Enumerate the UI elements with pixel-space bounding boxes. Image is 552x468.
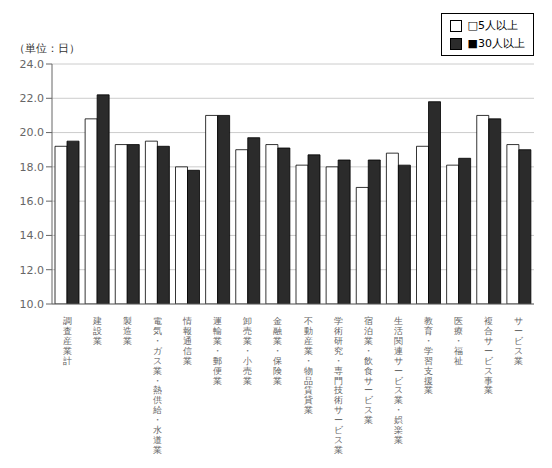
- svg-text:学術研究・専門技術サービス業: 学術研究・専門技術サービス業: [333, 316, 344, 455]
- svg-text:12.0: 12.0: [20, 264, 45, 277]
- svg-text:18.0: 18.0: [20, 161, 45, 174]
- html-text:□5人以上: □5人以上: [467, 19, 518, 32]
- svg-text:不動産業・物品賃貸業: 不動産業・物品賃貸業: [304, 316, 313, 415]
- svg-text:24.0: 24.0: [20, 58, 45, 71]
- svg-text:サービス業: サービス業: [514, 316, 524, 366]
- svg-text:教育・学習支援業: 教育・学習支援業: [424, 316, 433, 395]
- svg-text:電気・ガス業・熱供給・水道業: 電気・ガス業・熱供給・水道業: [152, 316, 163, 455]
- svg-text:医療・福祉: 医療・福祉: [454, 316, 463, 366]
- svg-text:10.0: 10.0: [20, 298, 45, 311]
- svg-text:調査産業計: 調査産業計: [63, 316, 72, 366]
- svg-text:宿泊業・飲食サービス業: 宿泊業・飲食サービス業: [364, 316, 374, 425]
- svg-text:製造業: 製造業: [123, 316, 132, 346]
- html-text:（単位：日）: （単位：日）: [14, 42, 80, 55]
- html-text:■30人以上: ■30人以上: [467, 37, 525, 50]
- svg-text:生活関連サービス業・娯楽業: 生活関連サービス業・娯楽業: [394, 316, 404, 445]
- svg-text:複合サービス事業: 複合サービス事業: [484, 316, 494, 395]
- svg-text:卸売業・小売業: 卸売業・小売業: [243, 316, 252, 385]
- svg-text:建設業: 建設業: [92, 316, 102, 346]
- svg-text:22.0: 22.0: [20, 92, 45, 105]
- svg-text:金融業・保険業: 金融業・保険業: [273, 316, 282, 385]
- svg-text:情報通信業: 情報通信業: [182, 316, 192, 366]
- svg-text:14.0: 14.0: [20, 229, 45, 242]
- svg-text:16.0: 16.0: [20, 195, 45, 208]
- svg-text:運輸業・郵便業: 運輸業・郵便業: [213, 316, 222, 385]
- svg-text:20.0: 20.0: [20, 126, 45, 139]
